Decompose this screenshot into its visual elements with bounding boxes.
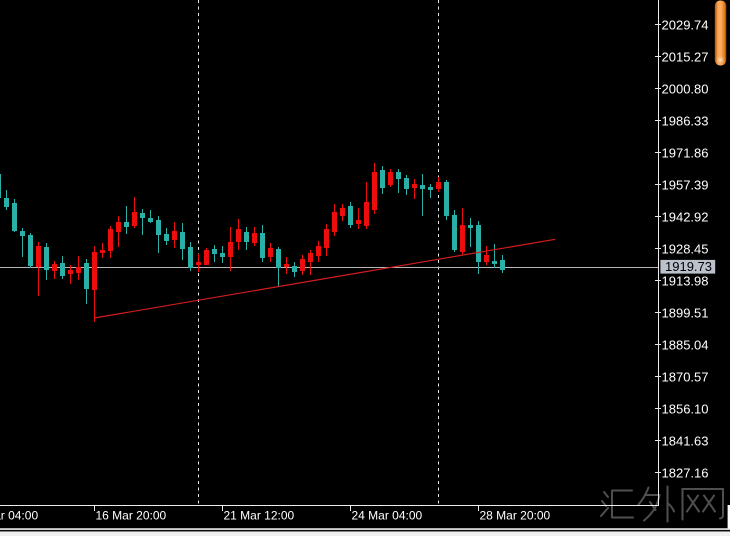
svg-text:2000.80: 2000.80 bbox=[662, 81, 709, 96]
svg-text:16 Mar 20:00: 16 Mar 20:00 bbox=[96, 509, 167, 523]
svg-text:1986.33: 1986.33 bbox=[662, 113, 709, 128]
svg-text:1971.86: 1971.86 bbox=[662, 145, 709, 160]
svg-text:14 Mar 04:00: 14 Mar 04:00 bbox=[0, 509, 38, 523]
svg-text:21 Mar 12:00: 21 Mar 12:00 bbox=[224, 509, 295, 523]
svg-text:1856.10: 1856.10 bbox=[662, 401, 709, 416]
svg-text:2029.74: 2029.74 bbox=[662, 17, 709, 32]
svg-text:24 Mar 04:00: 24 Mar 04:00 bbox=[352, 509, 423, 523]
svg-text:1841.63: 1841.63 bbox=[662, 433, 709, 448]
svg-text:1885.04: 1885.04 bbox=[662, 337, 709, 352]
svg-text:1899.51: 1899.51 bbox=[662, 305, 709, 320]
svg-text:1870.57: 1870.57 bbox=[662, 369, 709, 384]
svg-text:28 Mar 20:00: 28 Mar 20:00 bbox=[480, 509, 551, 523]
svg-text:1928.45: 1928.45 bbox=[662, 241, 709, 256]
svg-text:1942.92: 1942.92 bbox=[662, 209, 709, 224]
svg-text:1919.73: 1919.73 bbox=[665, 259, 712, 274]
svg-text:2015.27: 2015.27 bbox=[662, 49, 709, 64]
svg-text:1827.16: 1827.16 bbox=[662, 465, 709, 480]
svg-text:1913.98: 1913.98 bbox=[662, 273, 709, 288]
svg-text:1957.39: 1957.39 bbox=[662, 177, 709, 192]
